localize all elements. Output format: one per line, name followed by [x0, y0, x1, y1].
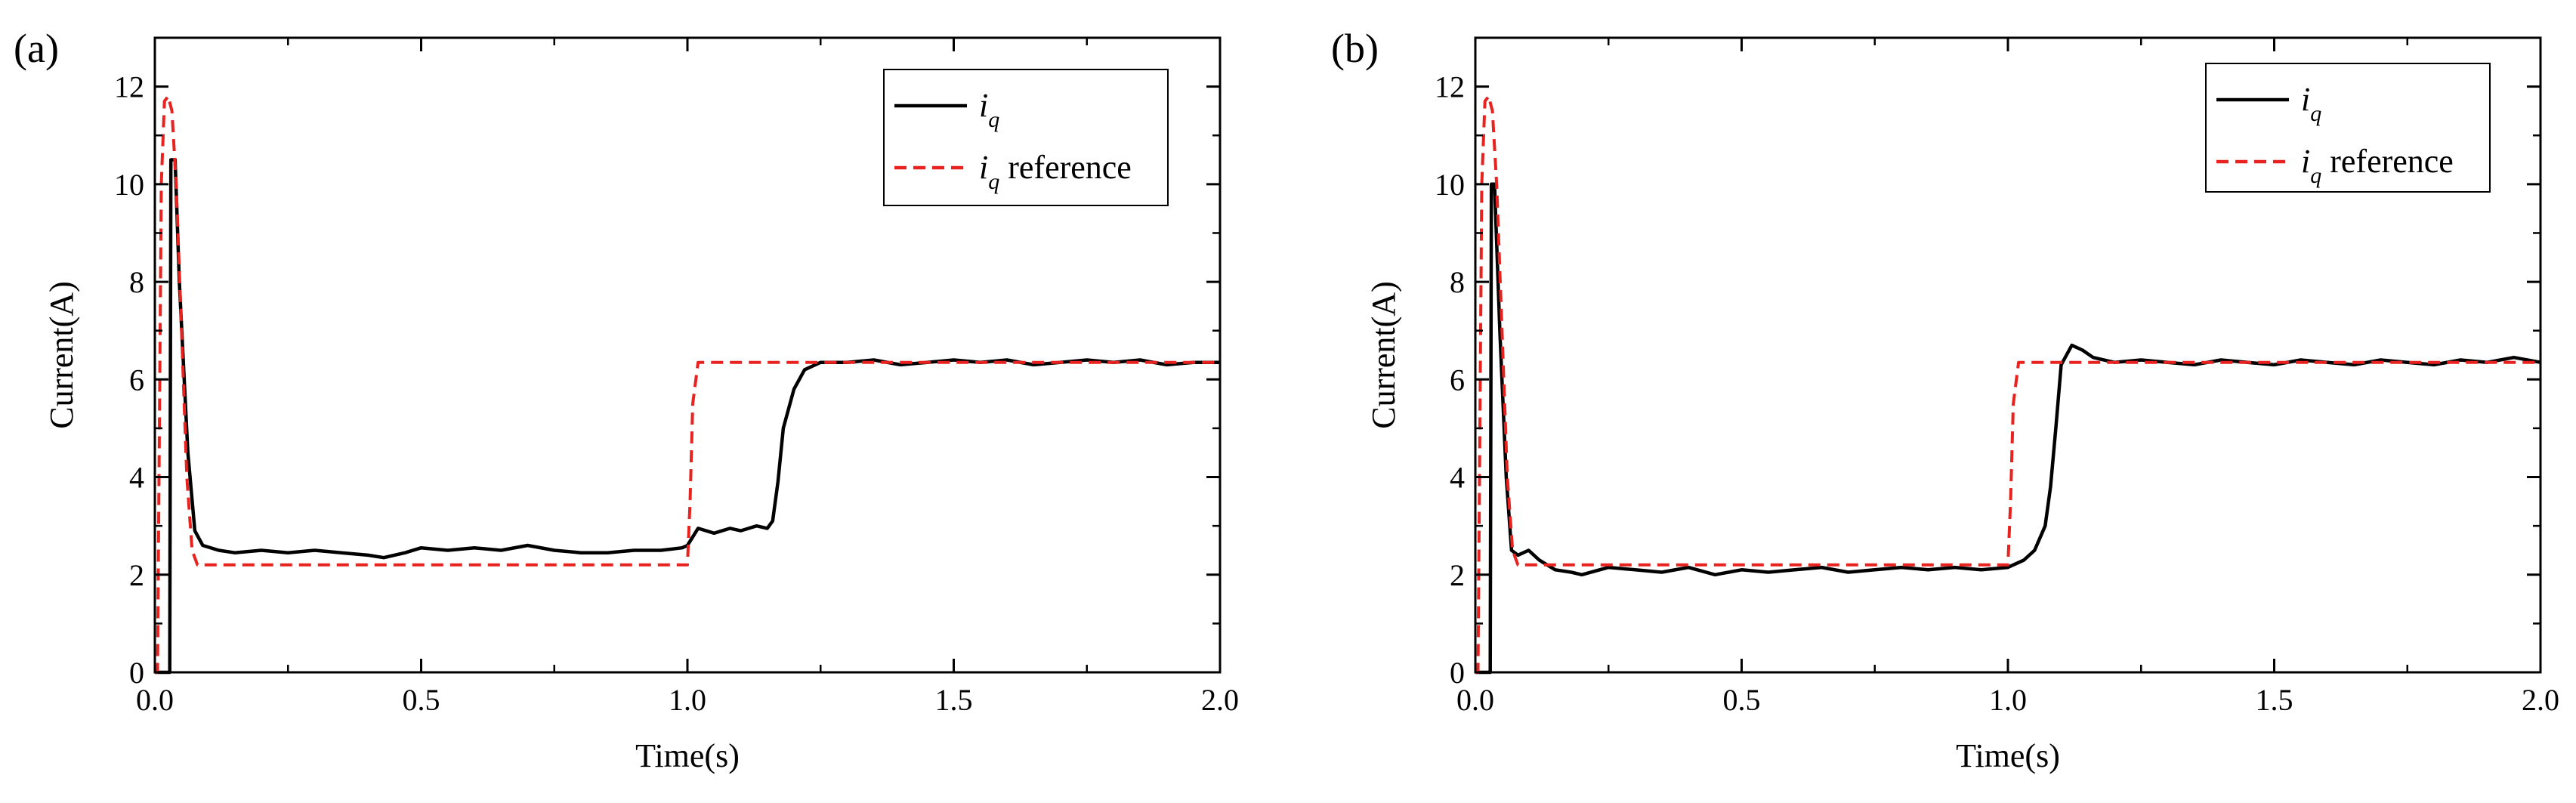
series-line-iq-reference: [155, 94, 1220, 674]
panel-label: (a): [14, 26, 59, 71]
chart-panel-a: (a) 0.0 0.5 1.0 1.5 2.0 0 2 4 6 8 10 12 Time(s) Cur…: [14, 26, 1239, 774]
series-line-iq-reference: [1475, 94, 2540, 674]
y-tick-label: 8: [1450, 265, 1465, 299]
y-tick-label: 4: [129, 461, 144, 495]
y-tick-label: 6: [129, 363, 144, 397]
y-tick-label: 6: [1450, 363, 1465, 397]
legend-box: [883, 69, 1169, 206]
x-tick-label: 1.0: [1989, 683, 2027, 717]
x-tick-label: 1.5: [2256, 683, 2293, 717]
y-tick-label: 4: [1450, 461, 1465, 495]
y-axis-label: Current(A): [1365, 281, 1402, 429]
legend-label: iq reference: [979, 149, 1132, 194]
y-tick-label: 12: [114, 70, 144, 104]
x-tick-label: 1.0: [669, 683, 706, 717]
x-tick-label: 0.0: [136, 683, 174, 717]
y-tick-label: 2: [1450, 558, 1465, 592]
y-tick-label: 12: [1435, 70, 1465, 104]
legend-label: iq reference: [2301, 143, 2454, 188]
x-tick-label: 2.0: [2522, 683, 2559, 717]
x-tick-label: 0.5: [1723, 683, 1761, 717]
series-line-iq: [1475, 182, 2541, 675]
x-axis-label: Time(s): [635, 737, 740, 774]
x-tick-label: 1.5: [935, 683, 973, 717]
x-tick-label: 0.5: [403, 683, 440, 717]
legend-label: iq: [979, 87, 999, 132]
y-tick-label: 0: [129, 656, 144, 690]
legend: iq iq reference: [2205, 63, 2491, 193]
chart-panel-b: (b) 0.0 0.5 1.0 1.5 2.0 0 2 4 6 8 10 12 Time(s) Cur…: [1331, 26, 2559, 774]
y-tick-label: 0: [1450, 656, 1465, 690]
legend: iq iq reference: [883, 69, 1169, 206]
legend-box: [2205, 63, 2491, 193]
panel-label: (b): [1331, 26, 1379, 71]
y-axis-label: Current(A): [43, 281, 80, 429]
y-tick-label: 2: [129, 558, 144, 592]
legend-label: iq: [2301, 81, 2321, 126]
y-tick-label: 10: [114, 168, 144, 202]
x-tick-label: 2.0: [1201, 683, 1239, 717]
x-axis-label: Time(s): [1956, 737, 2060, 774]
y-tick-label: 8: [129, 265, 144, 299]
series-line-iq: [155, 158, 1220, 675]
y-tick-label: 10: [1435, 168, 1465, 202]
x-tick-label: 0.0: [1456, 683, 1494, 717]
